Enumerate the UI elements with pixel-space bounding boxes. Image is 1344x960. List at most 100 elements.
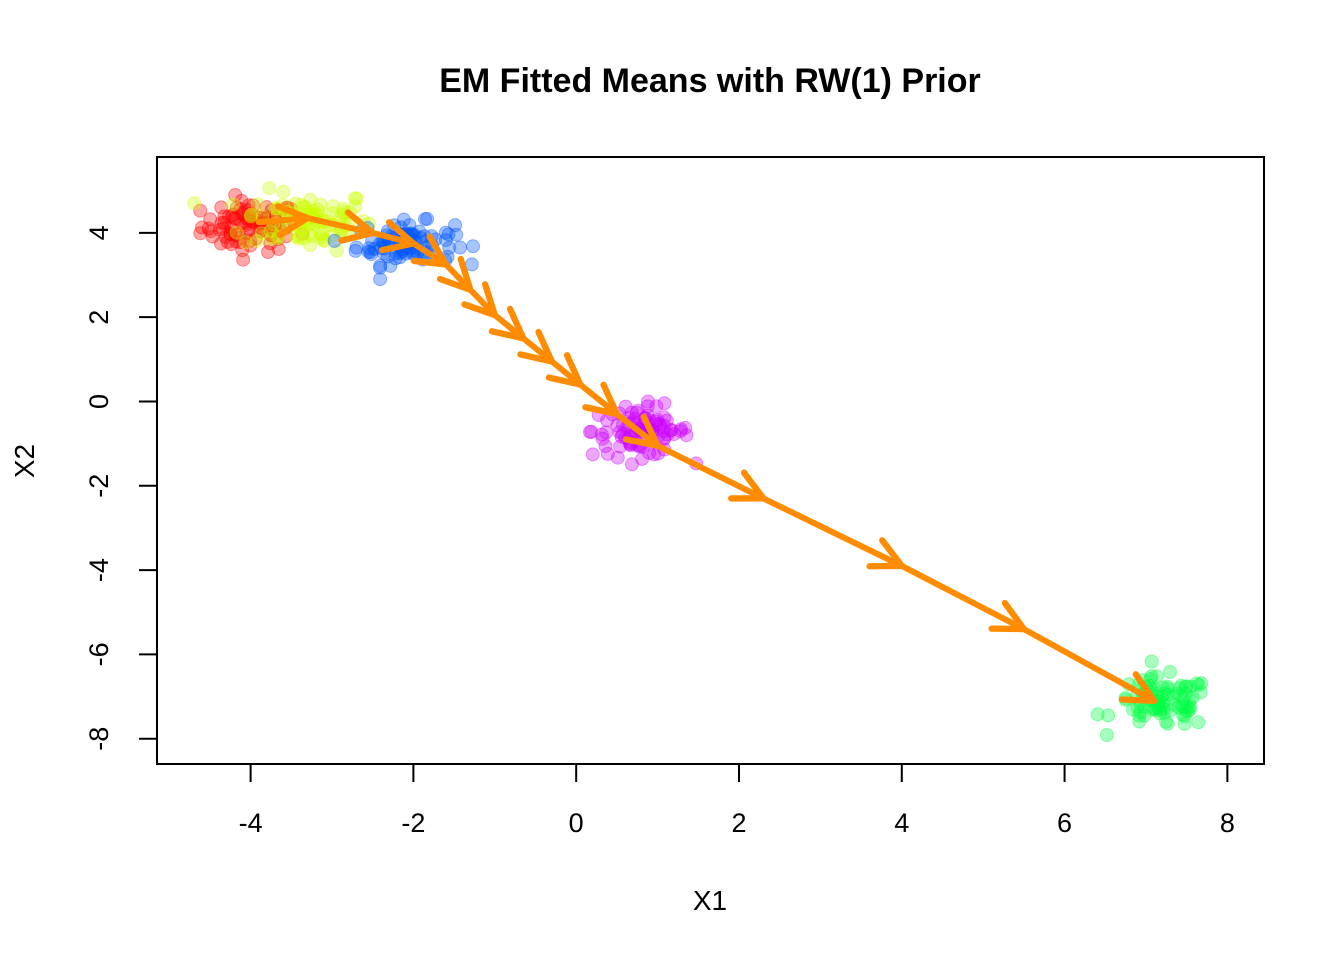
cluster-5-point [1166,689,1181,704]
cluster-5-point [1160,716,1175,731]
x-tick-label: 4 [894,808,909,838]
cluster-2-point [324,229,339,244]
cluster-1-point [263,236,278,251]
cluster-4-point [585,447,600,462]
cluster-5-point [1160,679,1175,694]
cluster-5-point [1156,698,1171,713]
cluster-4-point [647,447,662,462]
cluster-1-point [233,235,247,250]
x-tick-label: 8 [1220,808,1235,838]
fitted-mean-arrow [461,281,498,319]
cluster-5-point [1159,714,1173,729]
cluster-1-point [220,234,235,249]
y-tick-label: 0 [84,394,114,409]
cluster-5-point [1164,703,1178,718]
fitted-mean-arrow [654,442,767,502]
cluster-3-point [441,227,456,242]
cluster-1-point [228,228,243,243]
cluster-1-point [233,230,248,245]
cluster-1-point [243,238,258,253]
fitted-mean-arrow [517,328,555,365]
fitted-mean-arrow [898,562,1028,633]
fitted-mean-arrow [304,209,376,244]
cluster-2-point [262,181,277,196]
cluster-2-point [229,225,244,240]
cluster-1-point [234,193,249,208]
cluster-2-point [244,209,258,224]
cluster-5-point [1168,697,1182,712]
cluster-5-point [1194,676,1209,691]
cluster-3-point [448,218,463,233]
cluster-5-point [1173,688,1187,702]
fitted-means-path [255,203,1158,704]
y-tick-label: 2 [84,310,114,325]
cluster-4-point [637,411,652,425]
cluster-2-point [302,227,317,242]
cluster-5-point [1132,714,1147,729]
cluster-3-point [373,260,387,275]
cluster-2-point [316,233,331,247]
cluster-3-point [418,212,432,227]
y-axis: -8 -6 -4 -2 0 2 4 [84,225,158,751]
cluster-1-point [228,188,243,202]
cluster-1-point [236,216,251,231]
cluster-4-point [678,420,693,435]
cluster-1-point [205,229,220,244]
x-tick-label: 6 [1057,808,1072,838]
cluster-2-point [303,238,318,253]
cluster-5-point [1176,700,1191,715]
cluster-4-point [632,438,647,453]
cluster-2-point [317,234,332,249]
cluster-1-point [193,226,208,241]
cluster-4-point [679,428,694,443]
cluster-5-point [1174,678,1189,693]
cluster-2-point [264,232,279,246]
cluster-5-point [1179,679,1194,694]
cluster-1-point [201,221,216,236]
points-layer [187,181,1209,742]
cluster-4-point [663,423,678,438]
cluster-5-point [1151,700,1166,715]
cluster-1-point [229,200,244,215]
cluster-5-point [1158,686,1172,701]
x-tick-label: 2 [731,808,746,838]
cluster-1-point [221,209,236,224]
cluster-1-point [253,224,268,239]
cluster-5-point [1183,699,1197,714]
cluster-1-point [240,225,255,240]
cluster-5-point [1099,728,1114,742]
cluster-4-point [584,424,599,439]
cluster-5-point [1144,654,1159,669]
cluster-1-point [248,231,263,246]
cluster-4-point [635,451,650,466]
cluster-1-point [216,221,230,236]
cluster-3-point [373,258,388,273]
chart-title: EM Fitted Means with RW(1) Prior [439,62,981,100]
cluster-3-point [348,243,363,258]
cluster-1-point [236,252,251,267]
cluster-5-point [1183,679,1198,694]
y-tick-label: -4 [84,558,114,582]
cluster-1-point [235,206,250,221]
fitted-mean-arrow [488,305,527,342]
cluster-5-point [1182,702,1197,717]
y-tick-label: -6 [84,642,114,666]
cluster-5-point [1156,701,1171,716]
cluster-1-point [212,222,227,237]
cluster-5-point [1160,681,1175,696]
cluster-1-point [214,236,228,251]
cluster-4-point [649,399,664,414]
cluster-4-point [624,457,639,472]
cluster-5-point [1160,687,1175,702]
cluster-2-point [310,202,325,217]
cluster-1-point [193,203,208,218]
cluster-5-point [1177,709,1192,724]
cluster-2-point [314,230,329,245]
cluster-2-point [313,197,328,212]
cluster-4-point [667,427,682,442]
cluster-1-point [246,198,261,213]
cluster-1-point [243,206,258,221]
cluster-1-point [240,203,255,218]
cluster-5-point [1182,693,1197,708]
